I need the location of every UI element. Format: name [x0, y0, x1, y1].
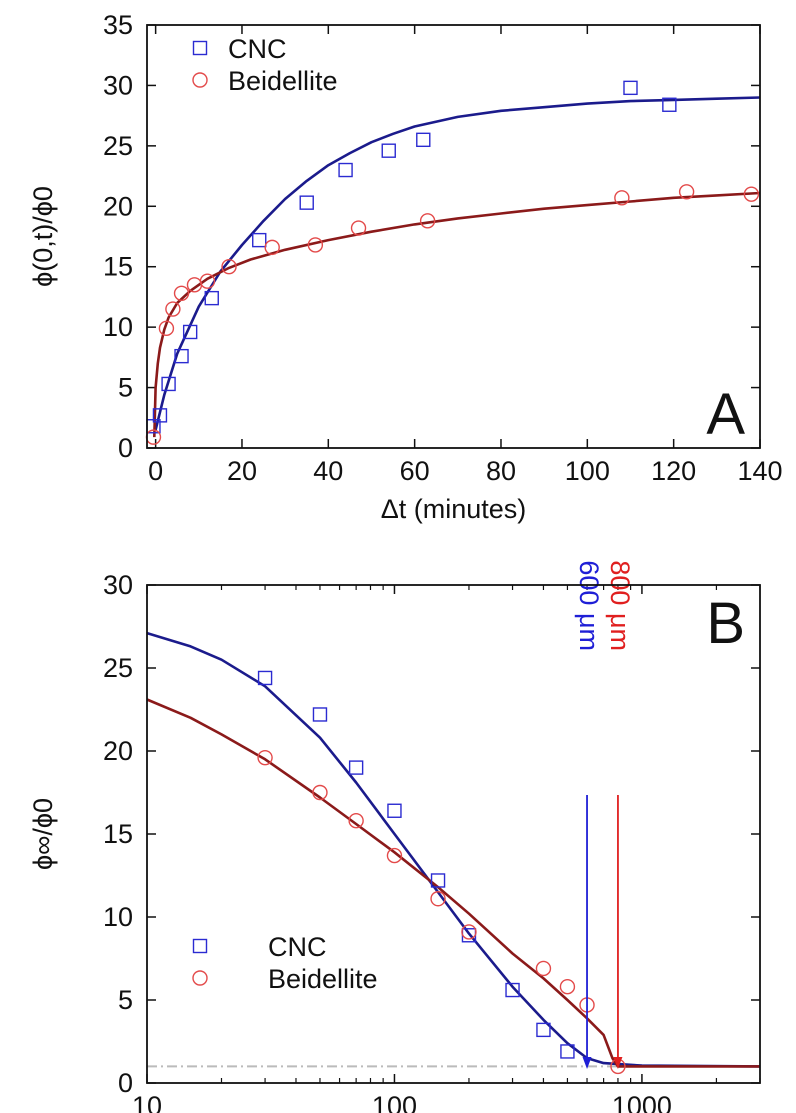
y-tick-label: 0 [118, 433, 133, 463]
cnc-data-point [662, 97, 677, 112]
beidellite-data-point [307, 237, 324, 253]
arrow-800-head [613, 1057, 623, 1069]
cnc-data-point [430, 873, 446, 888]
beidellite-data-point [430, 891, 446, 907]
beidellite-data-point [264, 239, 280, 256]
legend-label-cnc: CNC [268, 932, 327, 962]
cnc-data-point [252, 232, 267, 248]
x-tick-label: 120 [651, 456, 696, 486]
beidellite-data-point [386, 847, 403, 864]
fit-curve-beidellite [153, 191, 761, 438]
beidellite-data-point [312, 784, 328, 801]
panel-letter: A [706, 382, 745, 447]
y-tick-label: 35 [103, 10, 133, 40]
beidellite-data-point [158, 320, 175, 337]
cnc-data-point [387, 803, 402, 818]
y-tick-label: 5 [118, 985, 133, 1015]
y-tick-label: 30 [103, 70, 133, 100]
y-tick-label: 15 [103, 252, 133, 282]
x-tick-label: 0 [148, 456, 163, 486]
y-tick-label: 20 [103, 736, 133, 766]
beidellite-data-point [257, 749, 273, 766]
y-tick-label: 30 [103, 570, 133, 600]
cnc-data-point [152, 408, 168, 423]
y-tick-label: 25 [103, 653, 133, 683]
cnc-data-point [505, 982, 520, 998]
panel-letter: B [706, 591, 745, 656]
beidellite-data-point [535, 960, 552, 977]
y-axis-title: ϕ∞/ϕ0 [28, 798, 58, 870]
plot-frame [146, 584, 761, 1084]
x-tick-label: 60 [400, 456, 430, 486]
y-tick-label: 10 [103, 312, 133, 342]
legend-label-beidellite: Beidellite [268, 964, 378, 994]
cnc-data-point [299, 195, 314, 210]
cnc-data-point [416, 132, 431, 148]
cnc-data-point [182, 324, 198, 340]
legend-label-cnc: CNC [228, 34, 287, 64]
y-tick-label: 0 [118, 1068, 133, 1098]
x-tick-label: 40 [313, 456, 343, 486]
legend-marker-cnc [192, 40, 208, 56]
beidellite-data-point [559, 979, 576, 995]
arrow-label-600: 600 μm [574, 560, 604, 651]
fit-curve-beidellite [146, 698, 760, 1068]
beidellite-data-point [350, 220, 367, 236]
beidellite-data-point [199, 273, 216, 289]
x-tick-label: 100 [565, 456, 610, 486]
cnc-data-point [381, 143, 396, 158]
fit-curve-cnc [154, 96, 761, 431]
legend-label-beidellite: Beidellite [228, 66, 338, 96]
cnc-data-point [312, 707, 328, 722]
legend-marker-cnc [192, 938, 208, 954]
cnc-data-point [257, 670, 273, 686]
arrow-label-800: 800 μm [605, 560, 635, 651]
cnc-data-point [560, 1044, 575, 1059]
cnc-data-point [161, 376, 176, 392]
cnc-data-point [348, 760, 364, 775]
cnc-data-point [174, 348, 189, 364]
beidellite-data-point [165, 301, 181, 317]
beidellite-data-point [173, 285, 190, 302]
x-tick-label: 100 [372, 1091, 417, 1113]
beidellite-data-point [419, 213, 436, 229]
x-tick-label: 1000 [612, 1091, 672, 1113]
beidellite-data-point [678, 184, 695, 200]
x-tick-label: 10 [132, 1091, 162, 1113]
beidellite-data-point [614, 190, 630, 206]
x-axis-title: Δt (minutes) [381, 494, 527, 524]
x-tick-label: 20 [227, 456, 257, 486]
fit-curve-cnc [146, 631, 761, 1068]
y-tick-label: 20 [103, 191, 133, 221]
cnc-data-point [204, 290, 219, 306]
beidellite-data-point [743, 186, 760, 202]
y-tick-label: 5 [118, 373, 133, 403]
x-tick-label: 80 [486, 456, 516, 486]
x-tick-label: 140 [737, 456, 782, 486]
cnc-data-point [623, 80, 638, 96]
cnc-data-point [338, 162, 353, 178]
plot-frame [146, 24, 761, 449]
beidellite-data-point [461, 924, 477, 940]
y-axis-title: ϕ(0,t)/ϕ0 [28, 186, 58, 287]
y-tick-label: 10 [103, 902, 133, 932]
legend-marker-beidellite [192, 72, 208, 88]
legend-marker-beidellite [192, 970, 208, 986]
cnc-data-point [536, 1022, 551, 1038]
beidellite-data-point [221, 259, 237, 275]
arrow-600-head [582, 1057, 592, 1069]
beidellite-data-point [348, 813, 364, 829]
y-tick-label: 15 [103, 819, 133, 849]
panel-a-chart: 0 20 40 60 80 100 120 140 0 5 10 15 20 25 30 35 Δt (minu… [28, 10, 783, 524]
y-tick-label: 25 [103, 131, 133, 161]
